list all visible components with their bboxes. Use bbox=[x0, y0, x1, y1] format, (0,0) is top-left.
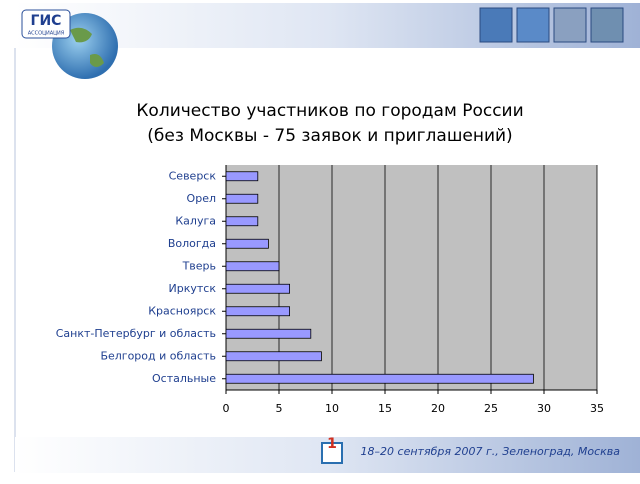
header-icons bbox=[479, 7, 624, 43]
x-tick-label: 30 bbox=[537, 402, 551, 415]
x-tick-label: 20 bbox=[431, 402, 445, 415]
y-tick-label: Красноярск bbox=[148, 304, 216, 317]
x-tick-label: 25 bbox=[484, 402, 498, 415]
bar bbox=[225, 171, 259, 182]
y-tick-label: Санкт-Петербург и область bbox=[56, 327, 216, 340]
logo-subtitle: АССОЦИАЦИЯ bbox=[28, 31, 64, 37]
y-tick-label: Иркутск bbox=[169, 282, 217, 295]
bar bbox=[225, 351, 322, 362]
y-tick-label: Тверь bbox=[182, 259, 216, 272]
bar bbox=[225, 216, 259, 227]
logo-title: ГИС bbox=[31, 13, 62, 29]
bar bbox=[225, 193, 259, 204]
bar bbox=[225, 328, 312, 339]
footer-text: 18–20 сентября 2007 г., Зеленоград, Моск… bbox=[361, 445, 621, 458]
globe-land bbox=[70, 27, 104, 67]
x-tick-label: 10 bbox=[325, 402, 339, 415]
x-tick-label: 0 bbox=[223, 402, 230, 415]
icon bbox=[590, 7, 624, 43]
bar bbox=[225, 373, 534, 384]
chart-subtitle: (без Москвы - 75 заявок и приглашений) bbox=[147, 126, 512, 146]
y-tick-label: Орел bbox=[187, 192, 216, 205]
bar bbox=[225, 261, 280, 272]
bar bbox=[225, 306, 290, 317]
bar bbox=[225, 283, 290, 294]
logo-box bbox=[21, 9, 71, 39]
x-tick-label: 35 bbox=[590, 402, 604, 415]
chart-title: Количество участников по городам России bbox=[136, 101, 523, 121]
page-number: 1 bbox=[327, 436, 337, 452]
x-tick-label: 5 bbox=[276, 402, 283, 415]
page-number-box bbox=[321, 442, 343, 464]
y-tick-label: Вологда bbox=[168, 237, 216, 250]
y-tick-label: Белгород и область bbox=[100, 349, 216, 362]
y-tick-label: Остальные bbox=[152, 372, 216, 385]
y-tick-label: Северск bbox=[169, 169, 217, 182]
x-tick-label: 15 bbox=[378, 402, 392, 415]
bar bbox=[225, 238, 269, 249]
icon bbox=[553, 7, 587, 43]
icon bbox=[516, 7, 550, 43]
y-tick-label: Калуга bbox=[175, 214, 216, 227]
icon bbox=[479, 7, 513, 43]
